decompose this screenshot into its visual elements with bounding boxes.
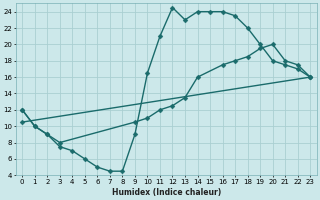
X-axis label: Humidex (Indice chaleur): Humidex (Indice chaleur) — [112, 188, 221, 197]
